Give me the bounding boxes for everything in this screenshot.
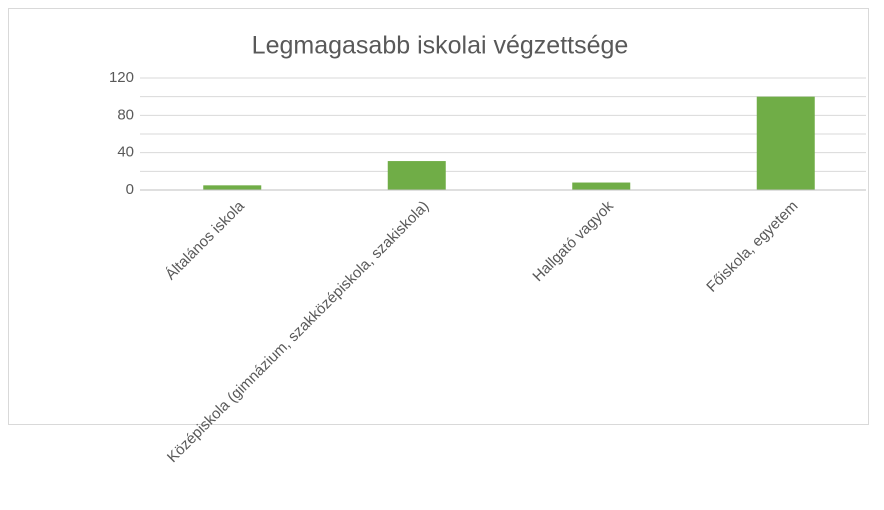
chart-title: Legmagasabb iskolai végzettsége [252,32,629,60]
chart-frame [8,8,869,425]
bar [756,96,815,190]
bar [572,182,631,190]
y-tick-label: 120 [109,69,134,86]
y-tick-label: 80 [117,106,134,123]
y-tick-label: 0 [126,181,134,198]
bar [203,185,262,190]
bar [387,161,446,190]
y-tick-label: 40 [117,144,134,161]
